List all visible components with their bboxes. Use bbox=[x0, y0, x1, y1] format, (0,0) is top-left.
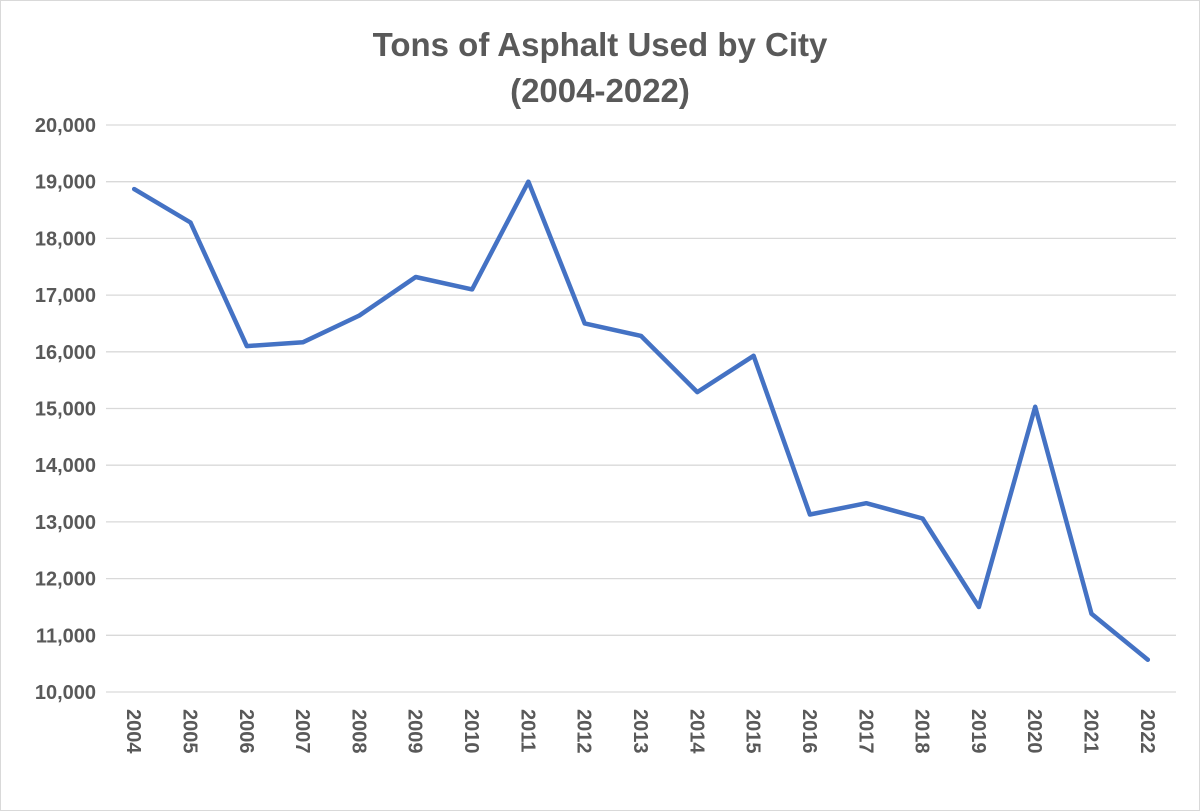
x-tick-label-2011: 2011 bbox=[516, 709, 538, 752]
data-point-2009 bbox=[413, 274, 418, 279]
data-point-2013 bbox=[639, 333, 643, 338]
data-point-2016 bbox=[807, 512, 812, 517]
data-point-2011 bbox=[526, 179, 531, 184]
data-point-2017 bbox=[864, 501, 869, 506]
y-tick-label-14000: 14,000 bbox=[35, 455, 96, 477]
x-tick-label-2008: 2008 bbox=[347, 709, 369, 754]
data-point-2022 bbox=[1145, 657, 1150, 662]
gridlines bbox=[106, 124, 1176, 693]
y-tick-label-10000: 10,000 bbox=[35, 682, 96, 704]
x-tick-label-2005: 2005 bbox=[178, 709, 200, 754]
data-point-2010 bbox=[470, 287, 475, 292]
y-tick-label-19000: 19,000 bbox=[35, 172, 96, 194]
y-tick-label-20000: 20,000 bbox=[35, 115, 96, 137]
data-point-2006 bbox=[244, 344, 249, 349]
x-tick-label-2012: 2012 bbox=[573, 709, 595, 754]
data-point-2014 bbox=[695, 390, 700, 395]
x-tick-label-2017: 2017 bbox=[854, 709, 876, 754]
data-point-2004 bbox=[132, 187, 137, 192]
chart-title-line-2: (2004-2022) bbox=[510, 72, 690, 109]
data-point-2018 bbox=[920, 516, 925, 521]
x-tick-label-2006: 2006 bbox=[235, 709, 257, 754]
data-point-2021 bbox=[1089, 611, 1094, 616]
x-tick-label-2009: 2009 bbox=[404, 709, 426, 754]
data-point-2012 bbox=[582, 321, 587, 326]
x-tick-label-2022: 2022 bbox=[1136, 709, 1158, 754]
x-tick-label-2015: 2015 bbox=[742, 709, 764, 754]
data-point-2005 bbox=[188, 220, 193, 225]
x-tick-label-2021: 2021 bbox=[1080, 709, 1102, 754]
x-tick-label-2013: 2013 bbox=[629, 709, 651, 754]
y-tick-label-11000: 11,000 bbox=[36, 625, 96, 647]
chart-title-line-1: Tons of Asphalt Used by City bbox=[373, 26, 828, 63]
y-tick-label-18000: 18,000 bbox=[35, 228, 96, 250]
data-point-2020 bbox=[1033, 404, 1038, 409]
x-tick-label-2010: 2010 bbox=[460, 709, 482, 754]
x-tick-label-2020: 2020 bbox=[1023, 709, 1045, 754]
y-tick-label-12000: 12,000 bbox=[35, 569, 96, 591]
x-tick-label-2016: 2016 bbox=[798, 709, 820, 754]
series-line-0 bbox=[131, 179, 1151, 662]
y-tick-label-15000: 15,000 bbox=[35, 399, 96, 421]
y-tick-label-13000: 13,000 bbox=[35, 512, 96, 534]
data-point-2019 bbox=[976, 604, 981, 609]
x-tick-label-2014: 2014 bbox=[685, 709, 707, 754]
y-tick-label-16000: 16,000 bbox=[35, 342, 96, 364]
x-tick-label-2019: 2019 bbox=[967, 709, 989, 754]
x-tick-label-2007: 2007 bbox=[291, 709, 313, 754]
y-tick-label-17000: 17,000 bbox=[35, 285, 96, 307]
x-axis-tick-labels: 2004 2005 2006 2007 2008 2009 2010 2011 2012 2013… bbox=[122, 709, 1158, 754]
series-layer bbox=[131, 179, 1151, 662]
data-point-2008 bbox=[357, 313, 362, 318]
data-point-2007 bbox=[301, 340, 306, 345]
data-point-2015 bbox=[751, 353, 756, 358]
y-axis-tick-labels: 10,000 11,000 12,000 13,000 14,000 15,000 16,0… bbox=[35, 115, 96, 704]
x-tick-label-2004: 2004 bbox=[122, 709, 144, 754]
x-tick-label-2018: 2018 bbox=[911, 709, 933, 754]
